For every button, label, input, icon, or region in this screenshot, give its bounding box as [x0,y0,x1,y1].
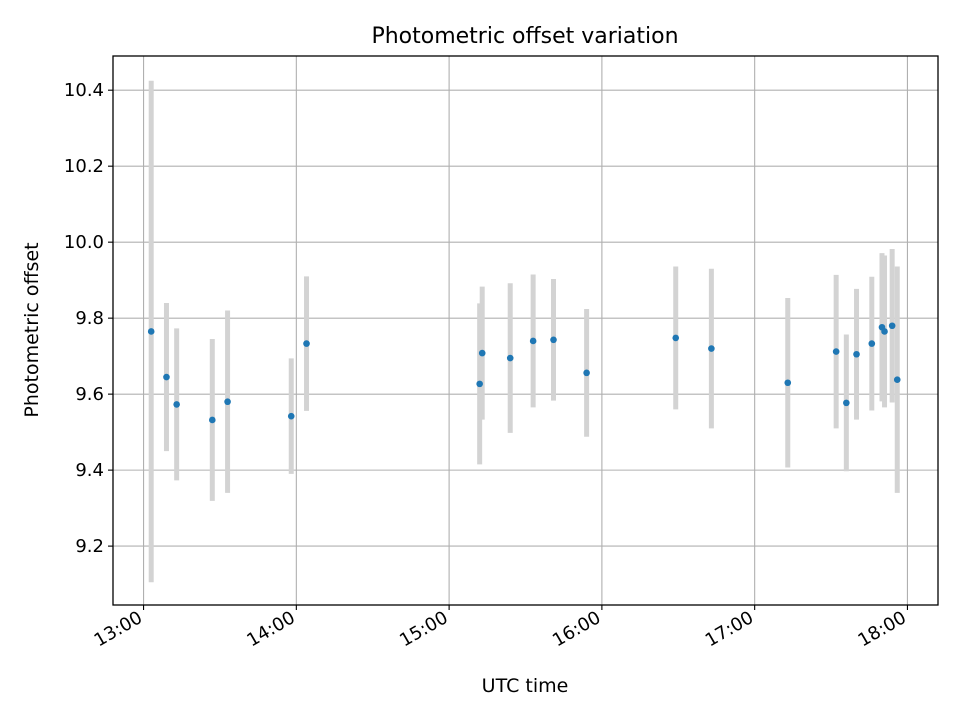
data-point [832,348,840,355]
data-point [853,350,860,358]
data-point [224,398,231,406]
data-points [147,322,901,424]
chart-title: Photometric offset variation [371,24,678,49]
y-axis-ticks: 9.2 9.4 9.6 9.8 10.0 10.2 10.4 [64,80,113,557]
x-tick-label: 14:00 [243,607,298,651]
data-point [506,354,514,362]
data-point [173,401,180,408]
data-point [287,412,295,420]
data-point [888,322,896,330]
x-tick-label: 16:00 [549,607,604,651]
x-tick-label: 13:00 [91,607,146,651]
y-tick-label: 9.8 [75,308,104,329]
data-point [163,373,170,381]
y-tick-label: 10.4 [64,80,104,101]
x-tick-label: 17:00 [702,607,757,651]
data-point [478,349,486,357]
grid [113,56,938,605]
data-point [550,336,557,344]
data-point [784,379,792,387]
x-axis-label: UTC time [482,675,569,697]
x-axis-ticks: 13:00 14:00 15:00 16:00 17:00 18:00 [91,605,910,651]
data-point [529,337,537,345]
data-point [209,416,216,424]
y-tick-label: 9.4 [75,460,104,481]
y-tick-label: 9.2 [75,536,104,557]
data-point [843,399,850,407]
data-point [868,340,876,347]
data-point [893,376,901,384]
data-point [672,334,680,342]
x-tick-label: 18:00 [855,607,910,651]
y-tick-label: 10.0 [64,232,104,253]
data-point [147,328,155,335]
x-tick-label: 15:00 [396,607,451,651]
data-point [476,380,483,388]
y-tick-label: 10.2 [64,156,104,177]
data-point [881,328,888,335]
data-point [303,340,310,347]
error-bars [148,80,900,583]
y-tick-label: 9.6 [75,384,104,405]
data-point [583,369,590,377]
y-axis-label: Photometric offset [21,242,43,417]
plot-frame [112,55,939,606]
data-point [708,345,715,352]
